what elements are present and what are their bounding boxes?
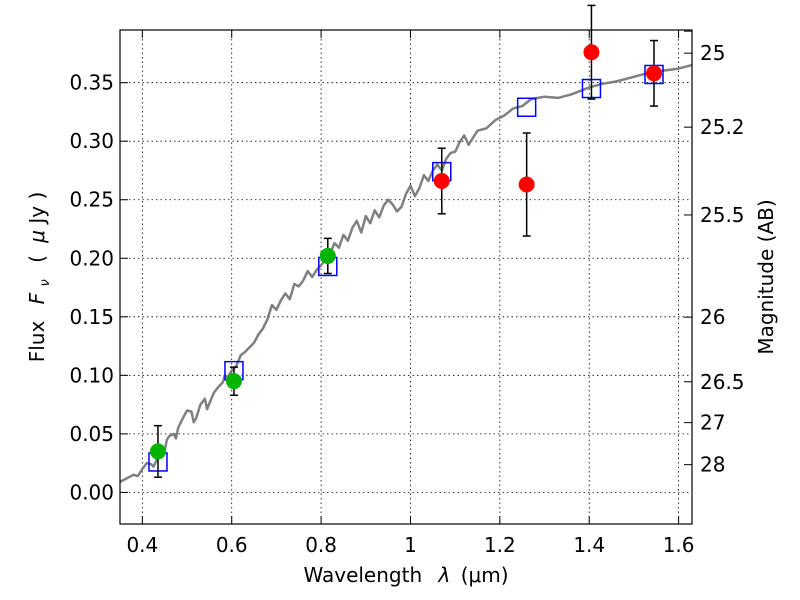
mag-tick-label: 28 [700, 453, 725, 477]
optical_photometry-point [225, 373, 242, 390]
mag-tick-label: 25 [700, 41, 725, 65]
x-tick-label: 0.4 [126, 533, 158, 557]
y-tick-label: 0.35 [69, 71, 114, 95]
mag-tick-label: 25.2 [700, 115, 745, 139]
y-tick-label: 0.15 [69, 305, 114, 329]
y-tick-label: 0.10 [69, 363, 114, 387]
nir_photometry-point [646, 65, 663, 82]
plot-frame [119, 29, 693, 525]
plot-series [119, 4, 693, 484]
grid-lines [120, 30, 692, 524]
y-tick-label: 0.00 [69, 480, 114, 504]
x-tick-label: 1.4 [573, 533, 605, 557]
mag-tick-label: 25.5 [700, 203, 745, 227]
nir_photometry-point [433, 173, 450, 190]
mag-tick-label: 27 [700, 411, 725, 435]
x-tick-label: 0.8 [305, 533, 337, 557]
y-tick-label: 0.05 [69, 422, 114, 446]
nir_photometry-point [583, 44, 600, 61]
optical_photometry-point [319, 247, 336, 264]
x-axis-label: Wavelength λ (μm) [303, 563, 508, 587]
model-band-square [516, 97, 537, 118]
mag-tick-label: 26 [700, 305, 725, 329]
right-axis-label: Magnitude (AB) [754, 199, 778, 354]
x-tick-label: 1.6 [663, 533, 695, 557]
y-tick-label: 0.25 [69, 188, 114, 212]
y-tick-label: 0.20 [69, 246, 114, 270]
y-tick-label: 0.30 [69, 129, 114, 153]
nir_photometry-point [518, 176, 535, 193]
optical_photometry-point [149, 443, 166, 460]
x-tick-label: 0.6 [216, 533, 248, 557]
x-tick-label: 1 [404, 533, 417, 557]
y-axis-label: Flux F ν ( μ Jy ) [25, 192, 54, 363]
mag-tick-label: 26.5 [700, 370, 745, 394]
axis-ticks: 0.4 0.6 0.8 1 1.2 1.4 1.6 0.00 0.05 0.10 0.15 0.20 0… [69, 30, 745, 557]
model-spectrum-line [119, 63, 693, 484]
x-tick-label: 1.2 [484, 533, 516, 557]
